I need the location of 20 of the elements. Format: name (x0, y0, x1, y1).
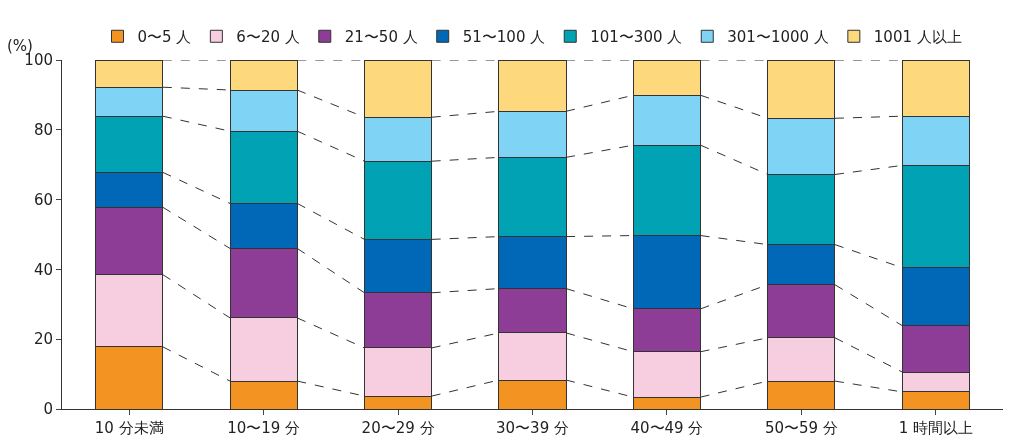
legend-label: 51〜100 人 (462, 28, 546, 47)
legend-label: 21〜50 人 (344, 28, 418, 47)
x-tick-label: 10〜19 分 (227, 419, 301, 437)
x-tick-label: 10 分未満 (94, 419, 164, 437)
y-axis-title: (%) (7, 37, 33, 55)
legend-label: 101〜300 人 (590, 28, 683, 47)
legend-label: 1001 人以上 (873, 28, 962, 47)
x-tick-label: 20〜29 分 (361, 419, 435, 437)
x-tick-label: 30〜39 分 (496, 419, 569, 437)
y-tick-label: 0 (43, 400, 53, 419)
y-tick-label: 80 (33, 121, 53, 140)
y-tick-label: 20 (33, 330, 53, 349)
y-tick-label: 40 (33, 260, 53, 279)
legend-label: 301〜1000 人 (727, 28, 829, 47)
x-tick-label: 1 時間以上 (898, 419, 973, 437)
y-tick-label: 60 (33, 190, 53, 209)
x-tick-label: 40〜49 分 (630, 419, 704, 437)
legend-label: 6〜20 人 (236, 28, 300, 47)
legend-label: 0〜5 人 (137, 28, 192, 47)
x-tick-label: 50〜59 分 (764, 419, 838, 437)
